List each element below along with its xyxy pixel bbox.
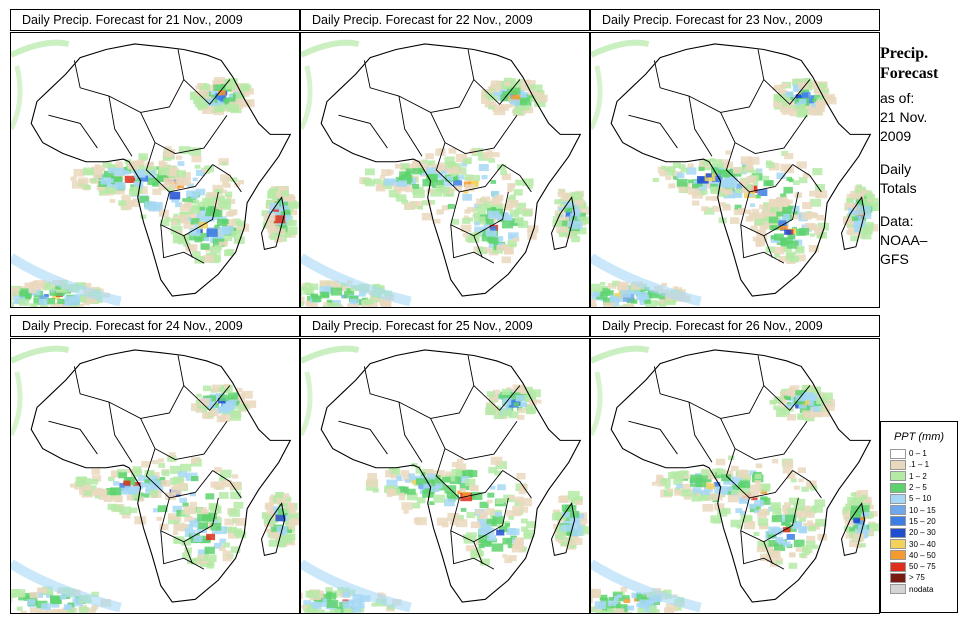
legend-label: 50 – 75 <box>909 562 936 572</box>
legend-label: 15 – 20 <box>909 516 936 526</box>
precip-legend: PPT (mm) 0 – 1 .1 – 1 1 – 2 2 – 5 5 – 10… <box>880 421 958 613</box>
legend-swatch <box>890 493 906 504</box>
legend-item: 10 – 15 <box>890 504 957 516</box>
legend-item: .1 – 1 <box>890 459 957 470</box>
legend-label: nodata <box>909 584 934 594</box>
legend-item: 20 – 30 <box>890 527 957 538</box>
legend-swatch <box>890 584 906 595</box>
legend-label: 0 – 1 <box>909 449 927 459</box>
totals-label-1: Daily <box>880 161 912 177</box>
legend-label: 40 – 50 <box>909 550 936 560</box>
totals-label-2: Totals <box>880 180 917 196</box>
sidebar-heading-line2: Forecast <box>880 65 939 82</box>
legend-swatch <box>890 561 906 572</box>
legend-item: 5 – 10 <box>890 493 957 504</box>
legend-label: 20 – 30 <box>909 528 936 538</box>
panel-title: Daily Precip. Forecast for 24 Nov., 2009 <box>10 315 300 337</box>
legend-item: nodata <box>890 584 957 595</box>
legend-swatch <box>890 505 906 516</box>
legend-label: 30 – 40 <box>909 539 936 549</box>
precip-map <box>10 338 300 614</box>
legend-swatch <box>890 448 906 459</box>
legend-swatch <box>890 482 906 493</box>
legend-item: 15 – 20 <box>890 516 957 527</box>
panel-title: Daily Precip. Forecast for 22 Nov., 2009 <box>300 9 590 31</box>
legend-swatch <box>890 527 906 538</box>
legend-item: 0 – 1 <box>890 448 957 459</box>
legend-title: PPT (mm) <box>893 431 945 443</box>
legend-label: 2 – 5 <box>909 483 927 493</box>
precip-map <box>590 32 880 308</box>
legend-label: 1 – 2 <box>909 471 927 481</box>
legend-swatch <box>890 516 906 527</box>
asof-label: as of: <box>880 90 915 106</box>
sidebar-heading-line1: Precip. <box>880 45 929 62</box>
precip-map <box>300 32 590 308</box>
legend-item: 40 – 50 <box>890 550 957 561</box>
legend-label: 5 – 10 <box>909 494 932 504</box>
precip-map <box>590 338 880 614</box>
legend-swatch <box>890 471 906 482</box>
asof-date: 21 Nov. <box>880 109 928 125</box>
legend-item: 1 – 2 <box>890 471 957 482</box>
panel-title: Daily Precip. Forecast for 26 Nov., 2009 <box>590 315 880 337</box>
precip-map <box>300 338 590 614</box>
precip-map <box>10 32 300 308</box>
legend-swatch <box>890 550 906 561</box>
legend-swatch <box>890 539 906 550</box>
source-agency: NOAA– <box>880 232 928 248</box>
panel-title: Daily Precip. Forecast for 25 Nov., 2009 <box>300 315 590 337</box>
legend-swatch <box>890 572 906 583</box>
asof-year: 2009 <box>880 128 912 144</box>
legend-label: > 75 <box>909 573 925 583</box>
panel-title: Daily Precip. Forecast for 21 Nov., 2009 <box>10 9 300 31</box>
sidebar-info: Precip. Forecast as of: 21 Nov. 2009 Dai… <box>880 44 960 269</box>
legend-item: 2 – 5 <box>890 482 957 493</box>
legend-swatch <box>890 459 906 470</box>
panel-title: Daily Precip. Forecast for 23 Nov., 2009 <box>590 9 880 31</box>
legend-item: 30 – 40 <box>890 538 957 550</box>
legend-item: > 75 <box>890 572 957 583</box>
legend-label: .1 – 1 <box>909 460 930 470</box>
legend-label: 10 – 15 <box>909 505 936 515</box>
source-label: Data: <box>880 213 914 229</box>
legend-item: 50 – 75 <box>890 561 957 572</box>
legend-rows: 0 – 1 .1 – 1 1 – 2 2 – 5 5 – 10 10 – 15 … <box>881 448 957 595</box>
source-model: GFS <box>880 251 909 267</box>
